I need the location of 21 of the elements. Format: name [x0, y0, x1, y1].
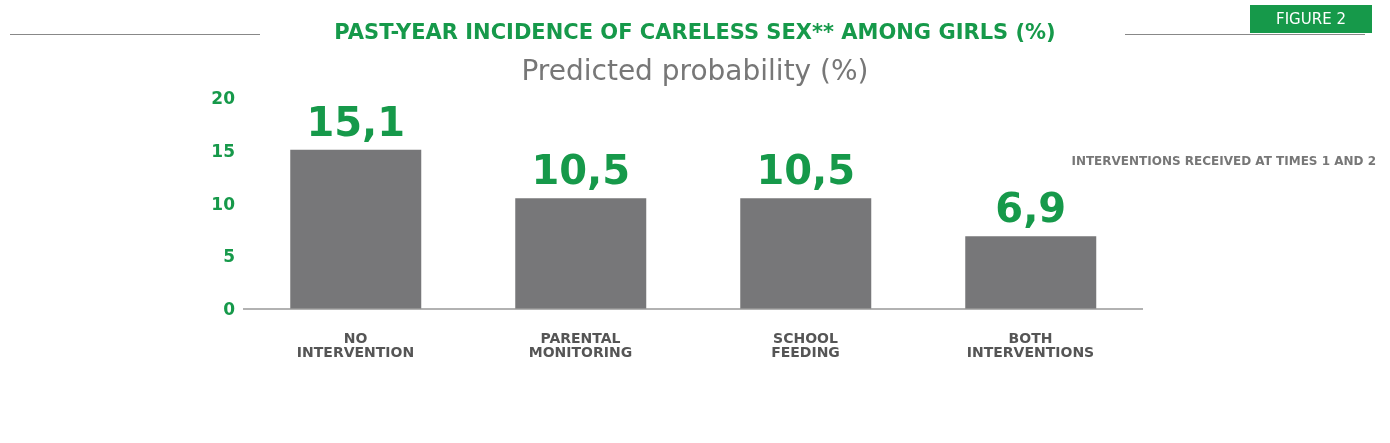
chart-title: PAST-YEAR INCIDENCE OF CARELESS SEX** AMONG GIRLS (%) [333, 20, 1057, 44]
x-tick-label: BOTH INTERVENTIONS [966, 329, 1095, 360]
data-label: 10,5 [756, 147, 856, 194]
y-tick-label: 15 [211, 140, 235, 161]
data-label: 15,1 [306, 98, 406, 145]
y-tick-label: 20 [211, 88, 236, 109]
bar [515, 198, 647, 309]
y-tick-label: 10 [211, 193, 236, 214]
caption: FIGURE 2 [1250, 5, 1372, 33]
x-tick-label: NO INTERVENTION [296, 329, 415, 360]
x-tick-label: PARENTAL MONITORING [528, 329, 633, 360]
y-tick-label: 5 [223, 246, 235, 267]
chart-subtitle: Predicted probability (%) [520, 54, 870, 87]
y-tick-label: 0 [223, 299, 236, 320]
bar [740, 198, 872, 309]
x-tick-label: SCHOOL FEEDING [771, 329, 840, 360]
data-label: 10,5 [531, 147, 631, 194]
data-label: 6,9 [995, 185, 1067, 232]
bar [290, 149, 422, 309]
annotation: INTERVENTIONS RECEIVED AT TIMES 1 AND 2 [1071, 154, 1376, 168]
bar [965, 236, 1097, 309]
